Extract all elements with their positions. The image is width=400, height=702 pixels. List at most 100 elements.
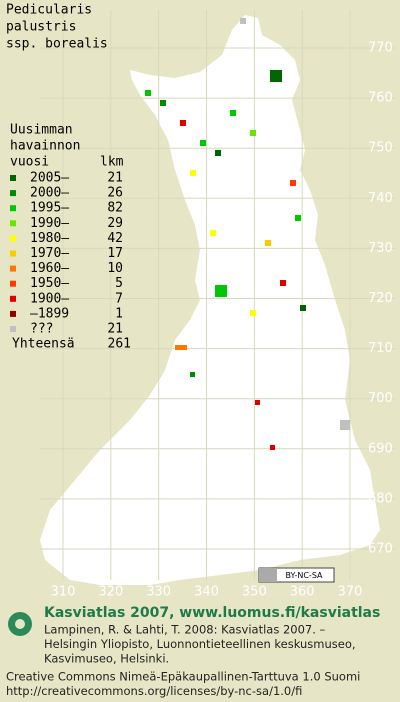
square [200,140,206,146]
legend-swatch [10,235,16,242]
y-coordinate-label: 710 [368,341,393,356]
square [145,90,151,96]
legend-swatch [10,326,16,332]
legend-count: 1 [115,306,123,321]
occurrence-squares [145,18,350,450]
square [250,130,256,136]
finland-outline [40,15,380,585]
legend-header: Uusimman [10,123,73,138]
y-coordinate-label: 690 [368,441,393,456]
legend-total-label: Yhteensä [12,337,75,352]
legend-label: –1899 [30,306,69,321]
square [290,180,296,186]
coordinate-grid: 310 320 330 340 350 360 370 770 760 750 740 730 720 7… [40,10,395,600]
square [230,110,236,116]
citation-line: Lampinen, R. & Lahti, T. 2008: Kasviatla… [44,623,326,637]
citation: Lampinen, R. & Lahti, T. 2008: Kasviatla… [44,623,356,666]
title-line: palustris [6,20,76,35]
square [280,280,286,286]
legend-count: 17 [107,246,123,261]
square [190,170,196,176]
legend-total: 261 [108,337,131,352]
legend-header: vuosi [10,155,49,170]
legend-label: 1980– [30,231,69,246]
legend-count: 29 [107,216,123,231]
legend-label: 1950– [30,276,69,291]
badge-text: BY-NC-SA [285,571,323,580]
square [300,305,306,311]
y-coordinate-label: 740 [368,191,393,206]
square [215,150,221,156]
license: Creative Commons Nimeä-Epäkaupallinen-Ta… [6,670,360,699]
legend-swatch [10,265,16,272]
y-coordinate-label: 720 [368,291,393,306]
square [255,400,260,405]
y-coordinate-label: 760 [368,91,393,106]
x-coordinate-label: 370 [338,585,363,600]
legend-count: 82 [107,201,123,216]
legend-label: 1995– [30,201,69,216]
legend-count: 26 [107,186,123,201]
citation-line: Kasvimuseo, Helsinki. [44,652,169,666]
citation-line: Helsingin Yliopisto, Luonnontieteellinen… [44,637,356,651]
square [190,372,195,377]
square [210,230,216,236]
legend-count: 7 [115,291,123,306]
legend-count-header: lkm [100,155,124,170]
x-coordinate-label: 310 [51,585,76,600]
y-coordinate-label: 700 [368,391,393,406]
y-coordinate-label: 680 [368,491,393,506]
legend-swatch [10,205,16,212]
square [295,215,301,221]
legend-label: ??? [30,322,53,337]
square [160,100,166,106]
square [340,420,350,430]
square [265,240,271,246]
license-line: Creative Commons Nimeä-Epäkaupallinen-Ta… [6,670,360,684]
legend-label: 1970– [30,246,69,261]
legend-count: 10 [107,261,123,276]
y-coordinate-label: 670 [368,542,393,557]
cc-badge: BY-NC-SA [258,567,335,583]
legend-count: 21 [107,322,123,337]
legend-label: 2005– [30,171,69,186]
footer-heading: Kasviatlas 2007, www.luomus.fi/kasviatla… [44,605,380,621]
logo-inner [15,619,25,629]
species-title: Pedicularis palustris ssp. borealis [6,3,108,52]
legend-label: 2000– [30,186,69,201]
y-coordinate-label: 750 [368,141,393,156]
legend-swatch [10,190,16,197]
legend-swatch [10,220,16,227]
legend-header: havainnon [10,139,80,154]
legend-label: 1990– [30,216,69,231]
y-coordinate-label: 730 [368,241,393,256]
legend-label: 1900– [30,291,69,306]
x-coordinate-label: 360 [290,585,315,600]
legend-swatch [10,250,16,257]
square [175,345,187,350]
square [270,445,275,450]
square [250,310,256,316]
badge-logo [259,568,277,582]
legend-swatch [10,175,16,181]
x-coordinate-label: 340 [194,585,219,600]
square [240,18,246,24]
title-line: Pedicularis [6,3,92,18]
x-coordinate-label: 320 [98,585,123,600]
legend-count: 42 [107,231,123,246]
legend-swatch [10,295,16,302]
x-coordinate-label: 330 [146,585,171,600]
legend-label: 1960– [30,261,69,276]
legend-count: 5 [115,276,123,291]
legend-swatch [10,280,16,287]
luomus-logo [8,612,32,636]
legend-swatch [10,310,16,317]
license-line: http://creativecommons.org/licenses/by-n… [6,684,302,698]
square [180,120,186,126]
y-coordinate-label: 770 [368,41,393,56]
legend-count: 21 [107,171,123,186]
x-coordinate-label: 350 [242,585,267,600]
square [270,70,282,82]
